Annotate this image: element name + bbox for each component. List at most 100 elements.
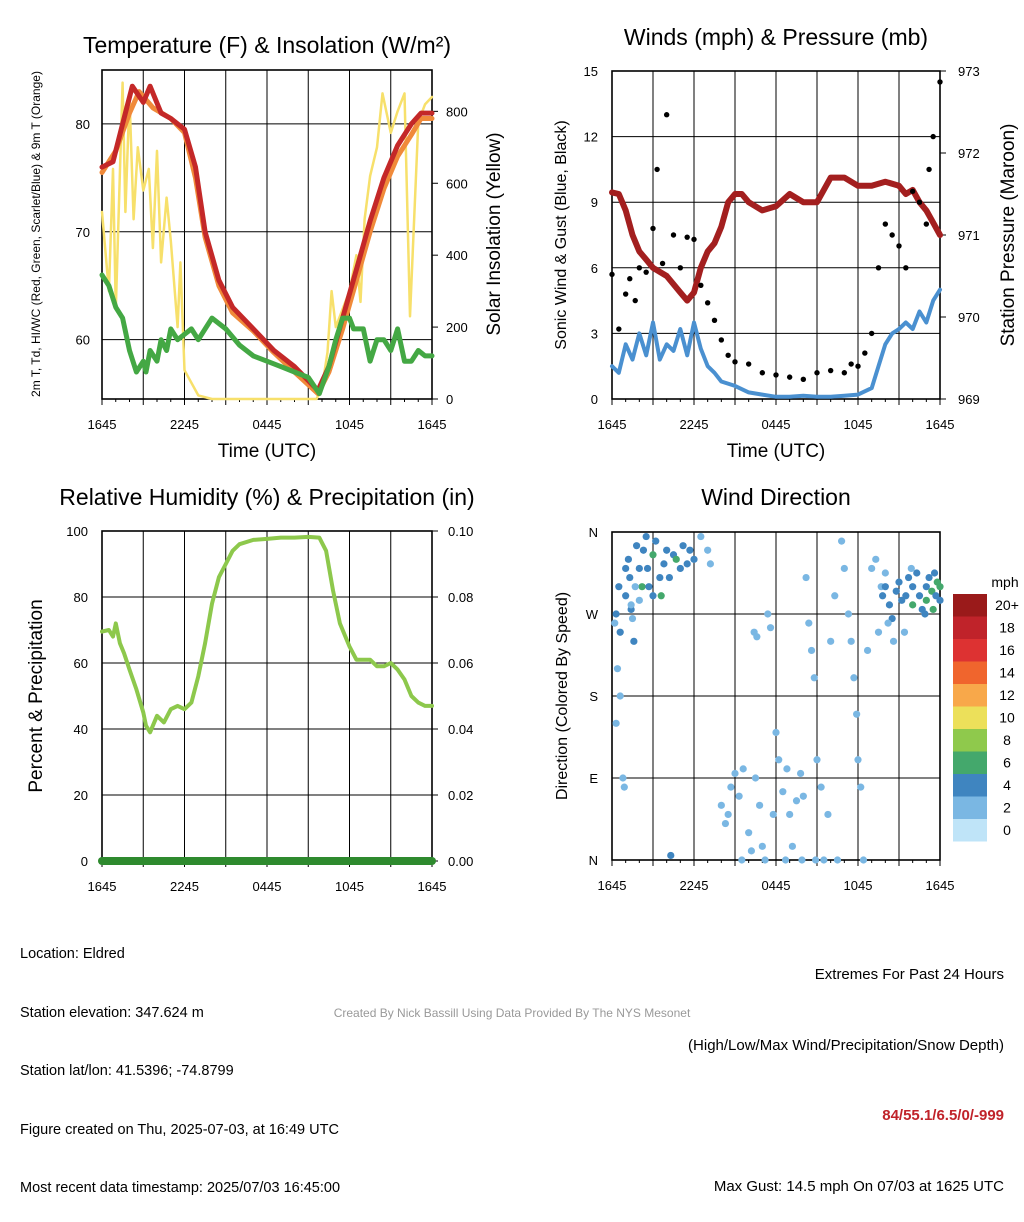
direction-point bbox=[638, 583, 646, 591]
series-line-wind bbox=[610, 287, 942, 399]
y-tick-label-right: 972 bbox=[958, 146, 980, 161]
direction-point bbox=[697, 532, 705, 541]
direction-point bbox=[612, 719, 620, 727]
direction-point bbox=[936, 596, 944, 604]
y-tick-label-left: 15 bbox=[584, 64, 598, 79]
direction-point bbox=[660, 560, 668, 568]
legend-label: 10 bbox=[999, 710, 1015, 726]
gust-point bbox=[636, 265, 643, 271]
direction-point bbox=[635, 596, 643, 604]
gust-point bbox=[786, 374, 793, 380]
direction-point bbox=[802, 573, 810, 582]
direction-point bbox=[665, 573, 674, 582]
direction-point bbox=[881, 569, 889, 577]
direction-point bbox=[854, 756, 862, 764]
direction-point bbox=[922, 596, 930, 604]
direction-point bbox=[721, 819, 730, 828]
direction-point bbox=[611, 619, 619, 627]
gust-point bbox=[875, 265, 882, 271]
legend-swatch bbox=[953, 796, 987, 819]
gust-point bbox=[868, 330, 875, 337]
direction-point bbox=[745, 829, 753, 837]
direction-point bbox=[616, 692, 624, 700]
gust-point bbox=[855, 363, 861, 369]
direction-point bbox=[643, 564, 652, 573]
direction-point bbox=[799, 792, 807, 800]
direction-point bbox=[922, 583, 930, 591]
y-tick-label-left: 20 bbox=[74, 788, 88, 803]
direction-point bbox=[874, 628, 883, 636]
direction-point bbox=[850, 674, 858, 682]
y-tick-label-right: 0.10 bbox=[448, 524, 473, 539]
y-tick-label-left: 60 bbox=[76, 333, 90, 348]
extremes-info: Extremes For Past 24 Hours (High/Low/Max… bbox=[688, 916, 1004, 1222]
y-tick-label: W bbox=[586, 607, 599, 622]
y-tick-label-right: 0.02 bbox=[448, 788, 473, 803]
direction-point bbox=[717, 801, 725, 809]
x-axis-label: Time (UTC) bbox=[218, 441, 317, 462]
direction-point bbox=[739, 765, 747, 773]
direction-point bbox=[657, 592, 665, 600]
x-tick-label: 1645 bbox=[926, 878, 955, 893]
direction-point bbox=[761, 856, 769, 864]
direction-point bbox=[649, 592, 657, 600]
direction-point bbox=[892, 587, 900, 595]
x-tick-label: 1645 bbox=[418, 417, 447, 432]
direction-point bbox=[904, 573, 913, 582]
direction-point bbox=[652, 537, 660, 545]
direction-point bbox=[881, 583, 889, 591]
gust-point bbox=[616, 326, 622, 332]
direction-point bbox=[885, 601, 894, 609]
y-axis-label-left: Sonic Wind & Gust (Blue, Black) bbox=[553, 120, 570, 349]
y-tick-label-right: 200 bbox=[446, 320, 468, 335]
y-tick-label: E bbox=[589, 771, 598, 786]
direction-point bbox=[690, 555, 698, 563]
direction-point bbox=[936, 583, 944, 591]
direction-point bbox=[921, 610, 929, 618]
legend-label: 2 bbox=[1003, 800, 1011, 816]
direction-point bbox=[630, 637, 638, 645]
direction-point bbox=[930, 569, 939, 577]
gust-point bbox=[650, 225, 656, 232]
gust-point bbox=[814, 370, 820, 376]
y-axis-label-right: Station Pressure (Maroon) bbox=[998, 124, 1019, 347]
gust-point bbox=[889, 232, 895, 238]
gust-point bbox=[930, 133, 936, 140]
gust-point bbox=[663, 112, 670, 118]
direction-point bbox=[727, 783, 735, 791]
gust-point bbox=[937, 79, 943, 85]
extremes-values: 84/55.1/6.5/0/-999 bbox=[882, 1107, 1004, 1124]
gust-point bbox=[882, 221, 889, 227]
y-tick-label-left: 60 bbox=[74, 656, 88, 671]
gust-point bbox=[732, 359, 738, 365]
direction-point bbox=[889, 637, 898, 645]
direction-point bbox=[613, 665, 622, 673]
y-tick-label-right: 0 bbox=[446, 392, 453, 407]
direction-point bbox=[838, 537, 846, 545]
y-tick-label-left: 9 bbox=[591, 195, 598, 210]
direction-point bbox=[895, 578, 903, 586]
legend-title: mph bbox=[991, 574, 1018, 590]
y-tick-label-right: 970 bbox=[958, 310, 980, 325]
direction-point bbox=[863, 646, 872, 655]
direction-point bbox=[812, 856, 820, 864]
legend-swatch bbox=[953, 684, 987, 707]
direction-point bbox=[766, 624, 775, 632]
chart-title: Temperature (F) & Insolation (W/m²) bbox=[83, 32, 451, 58]
direction-point bbox=[627, 601, 635, 609]
legend-swatch bbox=[953, 706, 987, 729]
direction-point bbox=[817, 783, 825, 791]
legend-swatch bbox=[953, 751, 987, 774]
direction-point bbox=[827, 637, 835, 645]
x-tick-label: 0445 bbox=[762, 417, 791, 432]
chart-panel-3: 1645 2245 0445 1045 16450204060801000.000.02… bbox=[26, 484, 475, 894]
direction-point bbox=[831, 592, 839, 600]
direction-point bbox=[735, 792, 743, 800]
direction-point bbox=[779, 788, 787, 796]
x-tick-label: 1645 bbox=[598, 878, 627, 893]
direction-point bbox=[909, 601, 917, 609]
direction-point bbox=[764, 610, 772, 618]
direction-point bbox=[909, 583, 917, 591]
legend-label: 14 bbox=[999, 665, 1015, 681]
direction-point bbox=[751, 774, 760, 782]
